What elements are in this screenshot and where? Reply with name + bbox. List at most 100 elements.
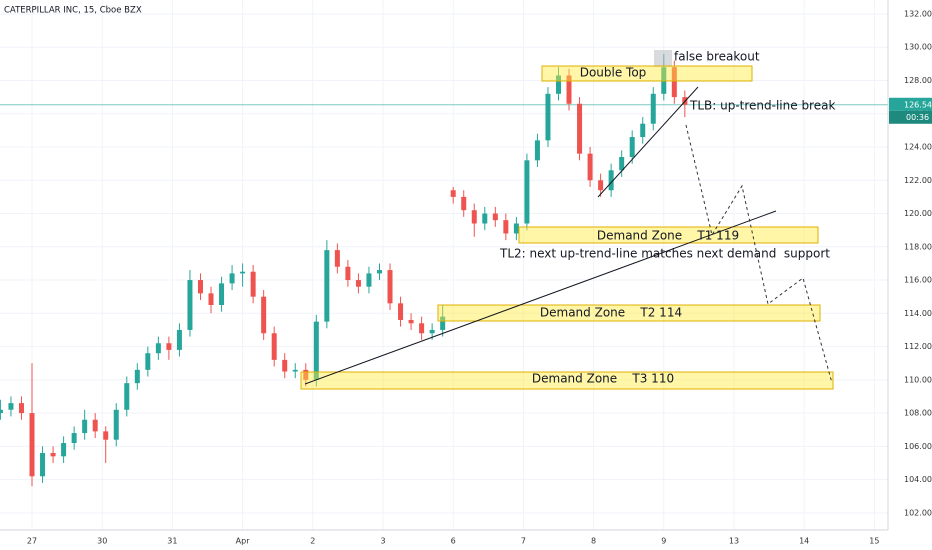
candle-body [503,220,509,234]
trend-line [304,210,777,385]
annotation: Demand Zone T2 114 [540,306,682,320]
grid [0,0,888,530]
y-tick-label: 102.00 [904,508,932,517]
y-tick-label: 130.00 [904,43,932,52]
candle-body [366,273,372,287]
x-tick-label: 15 [869,537,879,546]
candle-body [166,343,172,350]
candle-body [40,453,46,477]
last-price-label: 126.54 [904,100,932,109]
x-tick-label: 30 [97,537,107,546]
x-tick-label: 8 [591,537,596,546]
candle-body [261,296,267,334]
y-tick-label: 120.00 [904,209,932,218]
candle-body [8,403,14,410]
y-tick-label: 108.00 [904,409,932,418]
annotation: Demand Zone T3 110 [532,372,674,386]
countdown-label: 00:36 [906,113,929,122]
axes: 102.00 104.00 106.00 108.00 110.00 112.00 114.… [27,9,932,546]
annotation: TL2: next up-trend-line matches next dem… [499,247,830,261]
candle-body [492,213,498,221]
demand-zone-t1 [518,226,819,244]
y-tick-label: 132.00 [904,9,932,18]
candle-body [103,431,109,440]
candle-body [577,103,583,154]
candle-body [313,321,319,380]
annotation: TLB: up-trend-line break [689,99,835,113]
candle-body [619,156,625,171]
x-tick-label: 7 [521,537,526,546]
candle-body [513,223,519,234]
candle-body [187,280,193,330]
candle-body [387,270,393,304]
demand-zone-t3 [300,371,834,390]
candle-body [345,266,351,281]
candle-body [292,369,298,372]
candle-body [429,329,435,334]
countdown-tag [889,110,932,124]
candle-body [334,250,340,267]
candle-body [250,271,256,297]
annotation: Demand Zone T1 119 [597,229,739,243]
x-tick-label: 6 [451,537,456,546]
candle-body [640,123,646,138]
x-tick-label: 3 [380,537,385,546]
candle-body [398,303,404,320]
candle-body [82,419,88,434]
candle-body [124,383,130,410]
y-tick-label: 110.00 [904,375,932,384]
candle-body [71,433,77,444]
candle-body [303,369,309,380]
candle-body [555,75,561,94]
candle-body [50,453,56,457]
x-tick-label: 9 [661,537,666,546]
candle-body [650,93,656,124]
annotation: false breakout [674,50,760,64]
drawings: false breakout Double Top TLB: up-trend-… [300,50,835,390]
double-top-zone [541,65,753,82]
candle-body [0,409,3,414]
candle-body [471,210,477,224]
candle-body [440,316,446,330]
candle-body [113,409,119,440]
candle-body [18,403,24,414]
candle-body [461,196,467,211]
candle-body [629,137,635,157]
candle-body [608,170,614,191]
last-price-tag [889,97,932,111]
candle-body [482,213,488,224]
y-tick-label: 118.00 [904,242,932,251]
candle-body [29,413,35,477]
candle-body [208,293,214,305]
candle-body [240,271,246,274]
y-tick-label: 106.00 [904,442,932,451]
candle-body [176,329,182,350]
candle-body [661,67,667,94]
candle-body [534,140,540,161]
y-tick-label: 112.00 [904,342,932,351]
candle-body [92,419,98,432]
x-tick-label: 2 [310,537,315,546]
y-tick-label: 128.00 [904,76,932,85]
chart-title: CATERPILLAR INC, 15, Cboe BZX [4,6,142,16]
y-tick-label: 104.00 [904,475,932,484]
candle-body [355,280,361,287]
candle-body [587,153,593,181]
candle-body [219,283,225,305]
candle-body [134,369,140,384]
x-tick-label: 13 [729,537,739,546]
y-tick-label: 122.00 [904,176,932,185]
candle-body [566,75,572,104]
x-tick-label: 27 [27,537,37,546]
x-tick-label: 14 [799,537,809,546]
trend-line [597,86,699,198]
candle-body [229,273,235,284]
candle-body [271,333,277,360]
candle-body [155,343,161,354]
candle-body [450,190,456,197]
candle-body [408,319,414,324]
candle-body [419,323,425,334]
demand-zone-t2 [437,304,821,322]
candle-body [282,359,288,372]
